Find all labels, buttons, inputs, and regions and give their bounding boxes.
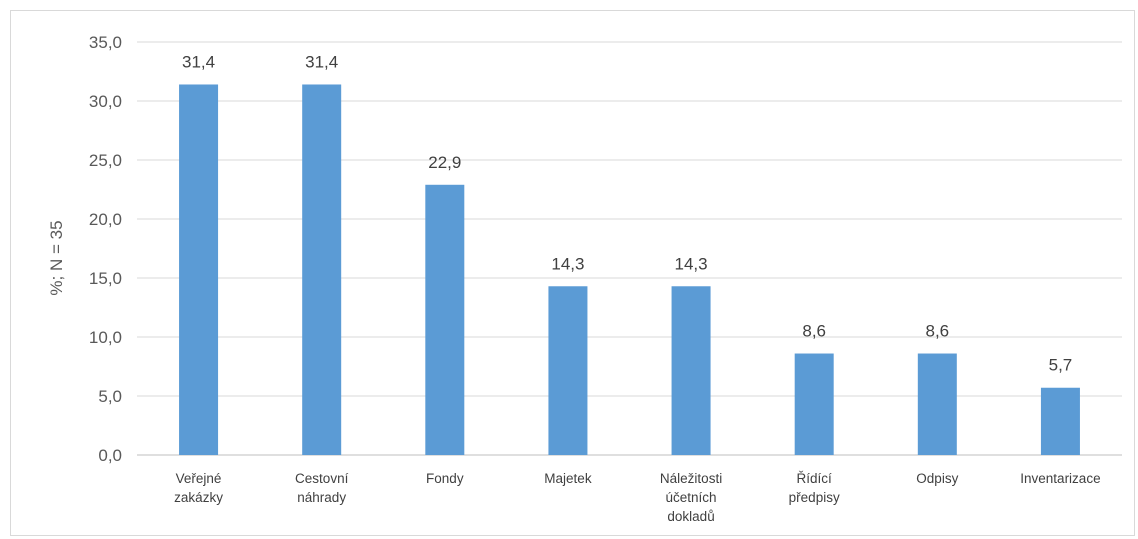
bar (794, 353, 834, 455)
data-label: 22,9 (428, 153, 461, 172)
bar (425, 184, 465, 455)
data-label: 31,4 (305, 52, 338, 71)
data-label: 8,6 (802, 322, 826, 341)
bar (917, 353, 957, 455)
x-tick-label: Náležitosti účetních dokladů (660, 471, 722, 524)
bar (671, 286, 711, 455)
x-tick-label: Odpisy (916, 471, 958, 486)
y-tick-label: 20,0 (89, 210, 122, 229)
x-tick-label: Cestovní náhrady (295, 471, 349, 505)
bar (302, 84, 342, 455)
y-axis-label: %; N = 35 (47, 220, 66, 295)
y-tick-label: 5,0 (98, 387, 122, 406)
x-tick-label: Inventarizace (1020, 471, 1100, 486)
data-label: 31,4 (182, 52, 215, 71)
x-tick-label: Fondy (426, 471, 464, 486)
bars (179, 84, 1080, 455)
x-tick-label: Řídící předpisy (789, 471, 840, 505)
x-axis-ticks: Veřejné zakázky Cestovní náhrady Fondy Majete… (174, 471, 1100, 524)
y-axis-ticks: 0,0 5,0 10,0 15,0 20,0 25,0 30,0 35,0 (89, 33, 122, 465)
y-tick-label: 0,0 (98, 446, 122, 465)
gridlines (137, 41, 1122, 456)
bar (1040, 387, 1080, 455)
y-tick-label: 15,0 (89, 269, 122, 288)
x-tick-label: Veřejné zakázky (174, 471, 223, 505)
data-label: 14,3 (675, 254, 708, 273)
x-tick-label: Majetek (544, 471, 592, 486)
data-labels: 31,4 31,4 22,9 14,3 14,3 8,6 8,6 5,7 (182, 52, 1072, 374)
y-tick-label: 35,0 (89, 33, 122, 52)
data-label: 8,6 (925, 322, 949, 341)
y-tick-label: 25,0 (89, 151, 122, 170)
bar (179, 84, 219, 455)
y-tick-label: 10,0 (89, 328, 122, 347)
y-tick-label: 30,0 (89, 92, 122, 111)
data-label: 14,3 (551, 254, 584, 273)
data-label: 5,7 (1049, 356, 1073, 375)
bar (548, 286, 588, 455)
